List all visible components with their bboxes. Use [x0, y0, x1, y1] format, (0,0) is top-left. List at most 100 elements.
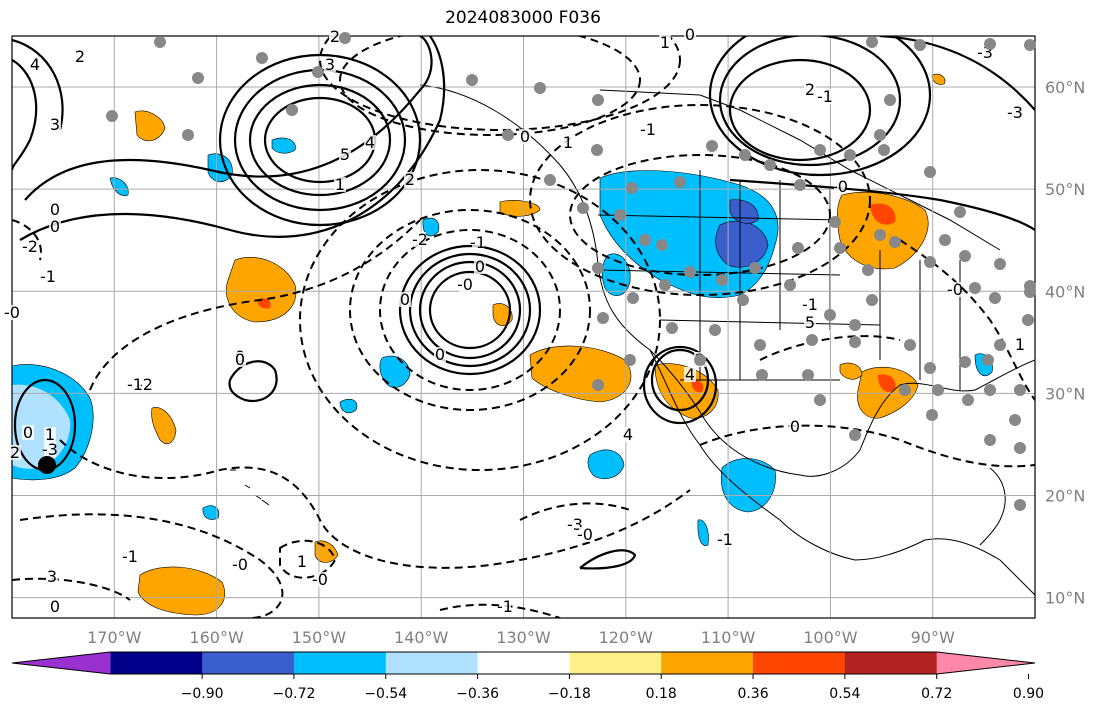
lon-tick-label: 90°W	[911, 628, 955, 647]
colorbar: −0.90 −0.72 −0.54 −0.36 −0.18 0.18 0.36 0.54 0.7…	[11, 651, 1044, 702]
contour-label-bg	[474, 259, 486, 274]
contour-label: 3	[47, 567, 57, 586]
station-marker	[939, 234, 951, 246]
contour-label-bg	[579, 527, 591, 542]
colorbar-extend-low	[12, 652, 111, 674]
station-marker	[914, 39, 926, 51]
contour-label: -3	[42, 440, 58, 459]
station-marker	[592, 379, 604, 391]
contour-label: -3	[1007, 103, 1023, 122]
contour-label: 4	[365, 133, 375, 152]
colorbar-level-label: 0.54	[829, 686, 860, 702]
station-marker	[989, 292, 1001, 304]
contour-label: -1	[40, 267, 56, 286]
contour-label: 2	[330, 27, 340, 46]
station-marker	[716, 274, 728, 286]
station-marker	[577, 202, 589, 214]
contour-label: -2	[137, 375, 153, 394]
station-marker	[656, 239, 668, 251]
lon-tick-label: 170°W	[87, 628, 142, 647]
contour-label-bg	[49, 599, 61, 614]
graticule	[12, 36, 1035, 618]
station-marker	[926, 409, 938, 421]
colorbar-level-label: −0.90	[181, 686, 224, 702]
longitude-tick-labels: 170°W 160°W 150°W 140°W 130°W 120°W 110°W 100°W…	[87, 628, 955, 647]
contour-label-bg	[24, 239, 36, 254]
station-marker	[829, 216, 841, 228]
station-marker	[1009, 414, 1021, 426]
lat-tick-label: 20°N	[1045, 486, 1085, 505]
contour-label-bg	[1014, 337, 1026, 352]
colorbar-segment	[110, 652, 203, 674]
station-marker	[874, 229, 886, 241]
station-marker	[706, 140, 718, 152]
station-marker	[904, 339, 916, 351]
contour-label: 1	[45, 425, 55, 444]
colorbar-level-label: −0.72	[272, 686, 315, 702]
station-marker	[737, 294, 749, 306]
contour-label: -1	[640, 120, 656, 139]
contour-label: 1	[1015, 335, 1025, 354]
station-marker	[286, 104, 298, 116]
station-marker	[984, 434, 996, 446]
contour-label: -0	[232, 555, 248, 574]
station-marker	[849, 429, 861, 441]
contour-label-bg	[139, 377, 151, 392]
lon-tick-label: 160°W	[189, 628, 244, 647]
contour-label: 1	[297, 552, 307, 571]
colorbar-level-label: 0.18	[646, 686, 677, 702]
station-marker	[544, 174, 556, 186]
station-marker	[954, 206, 966, 218]
station-marker	[639, 234, 651, 246]
contour-label-bg	[44, 442, 56, 457]
contour-label-bg	[414, 232, 426, 247]
station-marker	[994, 339, 1006, 351]
colorbar-segment	[385, 652, 479, 674]
station-marker	[1022, 314, 1034, 326]
contour-label-bg	[6, 305, 18, 320]
station-marker	[256, 52, 268, 64]
colorbar-segment	[844, 652, 938, 674]
station-marker	[889, 236, 901, 248]
station-marker	[924, 256, 936, 268]
station-marker	[924, 362, 936, 374]
contour-label-bg	[434, 347, 446, 362]
contour-label: -0	[947, 280, 963, 299]
lat-tick-label: 10°N	[1045, 589, 1085, 608]
contour-label-bg	[642, 122, 654, 137]
colorbar-segment	[477, 652, 570, 674]
contour-label-bg	[9, 445, 21, 460]
contour-label-bg	[364, 135, 376, 150]
contour-label: 0	[50, 200, 60, 219]
colorbar-level-label: 0.36	[737, 686, 768, 702]
station-marker	[1014, 384, 1026, 396]
contour-label: 0	[685, 25, 695, 44]
contour-label: -1	[802, 295, 818, 314]
contour-label: -1	[497, 597, 513, 616]
station-marker	[709, 324, 721, 336]
latitude-tick-labels: 60°N 50°N 40°N 30°N 20°N 10°N	[1045, 78, 1085, 608]
contour-label-bg	[499, 599, 511, 614]
station-marker	[592, 94, 604, 106]
station-marker	[924, 166, 936, 178]
station-marker	[984, 38, 996, 50]
station-marker	[502, 129, 514, 141]
station-marker	[784, 279, 796, 291]
station-markers	[38, 32, 1036, 511]
station-marker	[866, 36, 878, 48]
contour-label-bg	[472, 235, 484, 250]
station-marker	[959, 356, 971, 368]
contour-label: 5	[805, 313, 815, 332]
station-marker	[884, 94, 896, 106]
lat-tick-label: 40°N	[1045, 282, 1085, 301]
contour-label: -1	[817, 87, 833, 106]
station-marker	[626, 182, 638, 194]
contour-label-bg	[334, 177, 346, 192]
colorbar-level-label: 0.72	[921, 686, 952, 702]
station-marker	[764, 159, 776, 171]
lon-tick-label: 130°W	[496, 628, 551, 647]
station-marker	[106, 110, 118, 122]
contour-label-bg	[49, 219, 61, 234]
contour-labels: 4233541200-2-1-00-2-310230-1-10-0-01-0-1…	[4, 25, 1026, 616]
